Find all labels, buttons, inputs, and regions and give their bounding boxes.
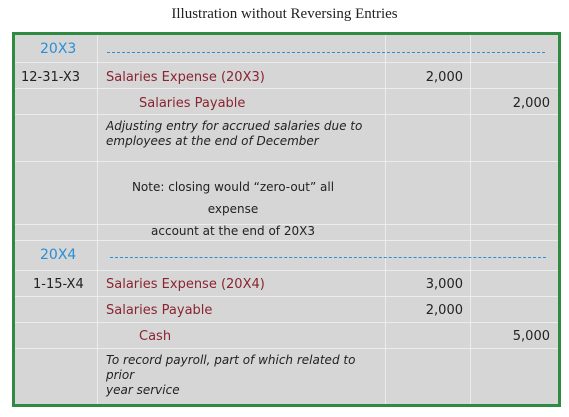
grid-row-line <box>15 161 558 162</box>
section-divider <box>107 52 545 53</box>
grid-column-line <box>385 35 386 404</box>
grid-row-line <box>15 240 558 241</box>
grid-row-line <box>15 88 558 89</box>
grid-row-line <box>15 224 558 225</box>
debit-account: Salaries Expense (20X4) <box>106 277 265 292</box>
closing-note: Note: closing would “zero-out” all expen… <box>106 176 360 242</box>
entry-date: 1-15-X4 <box>33 277 84 292</box>
grid-row-line <box>15 348 558 349</box>
grid-row-line <box>15 270 558 271</box>
section-year-20x4: 20X4 <box>40 247 77 263</box>
note-line: Note: closing would “zero-out” all expen… <box>131 180 335 216</box>
grid-row-line <box>15 114 558 115</box>
credit-account: Cash <box>139 329 172 344</box>
grid-row-line <box>15 296 558 297</box>
grid-row-line <box>15 62 558 63</box>
entry-explanation: Adjusting entry for accrued salaries due… <box>106 119 376 149</box>
explanation-line: To record payroll, part of which related… <box>106 353 356 382</box>
grid-column-line <box>470 35 471 404</box>
entry-date: 12-31-X3 <box>21 70 80 85</box>
debit-account: Salaries Expense (20X3) <box>106 70 265 85</box>
explanation-line: year service <box>106 383 180 397</box>
explanation-line: employees at the end of December <box>106 134 319 148</box>
debit-amount: 2,000 <box>425 303 463 318</box>
note-line: account at the end of 20X3 <box>151 224 315 238</box>
grid-column-line <box>97 35 98 404</box>
journal-grid <box>15 35 558 404</box>
credit-account: Salaries Payable <box>139 96 246 111</box>
debit-amount: 2,000 <box>425 70 463 85</box>
journal-frame: 20X3 12-31-X3 Salaries Expense (20X3) 2,… <box>12 32 561 407</box>
debit-amount: 3,000 <box>425 277 463 292</box>
section-divider <box>110 257 546 258</box>
credit-amount: 5,000 <box>512 329 550 344</box>
grid-row-line <box>15 322 558 323</box>
explanation-line: Adjusting entry for accrued salaries due… <box>106 119 363 133</box>
section-year-20x3: 20X3 <box>40 41 77 57</box>
entry-explanation: To record payroll, part of which related… <box>106 353 376 398</box>
page-title: Illustration without Reversing Entries <box>171 6 398 22</box>
credit-amount: 2,000 <box>512 96 550 111</box>
debit-account: Salaries Payable <box>106 303 213 318</box>
